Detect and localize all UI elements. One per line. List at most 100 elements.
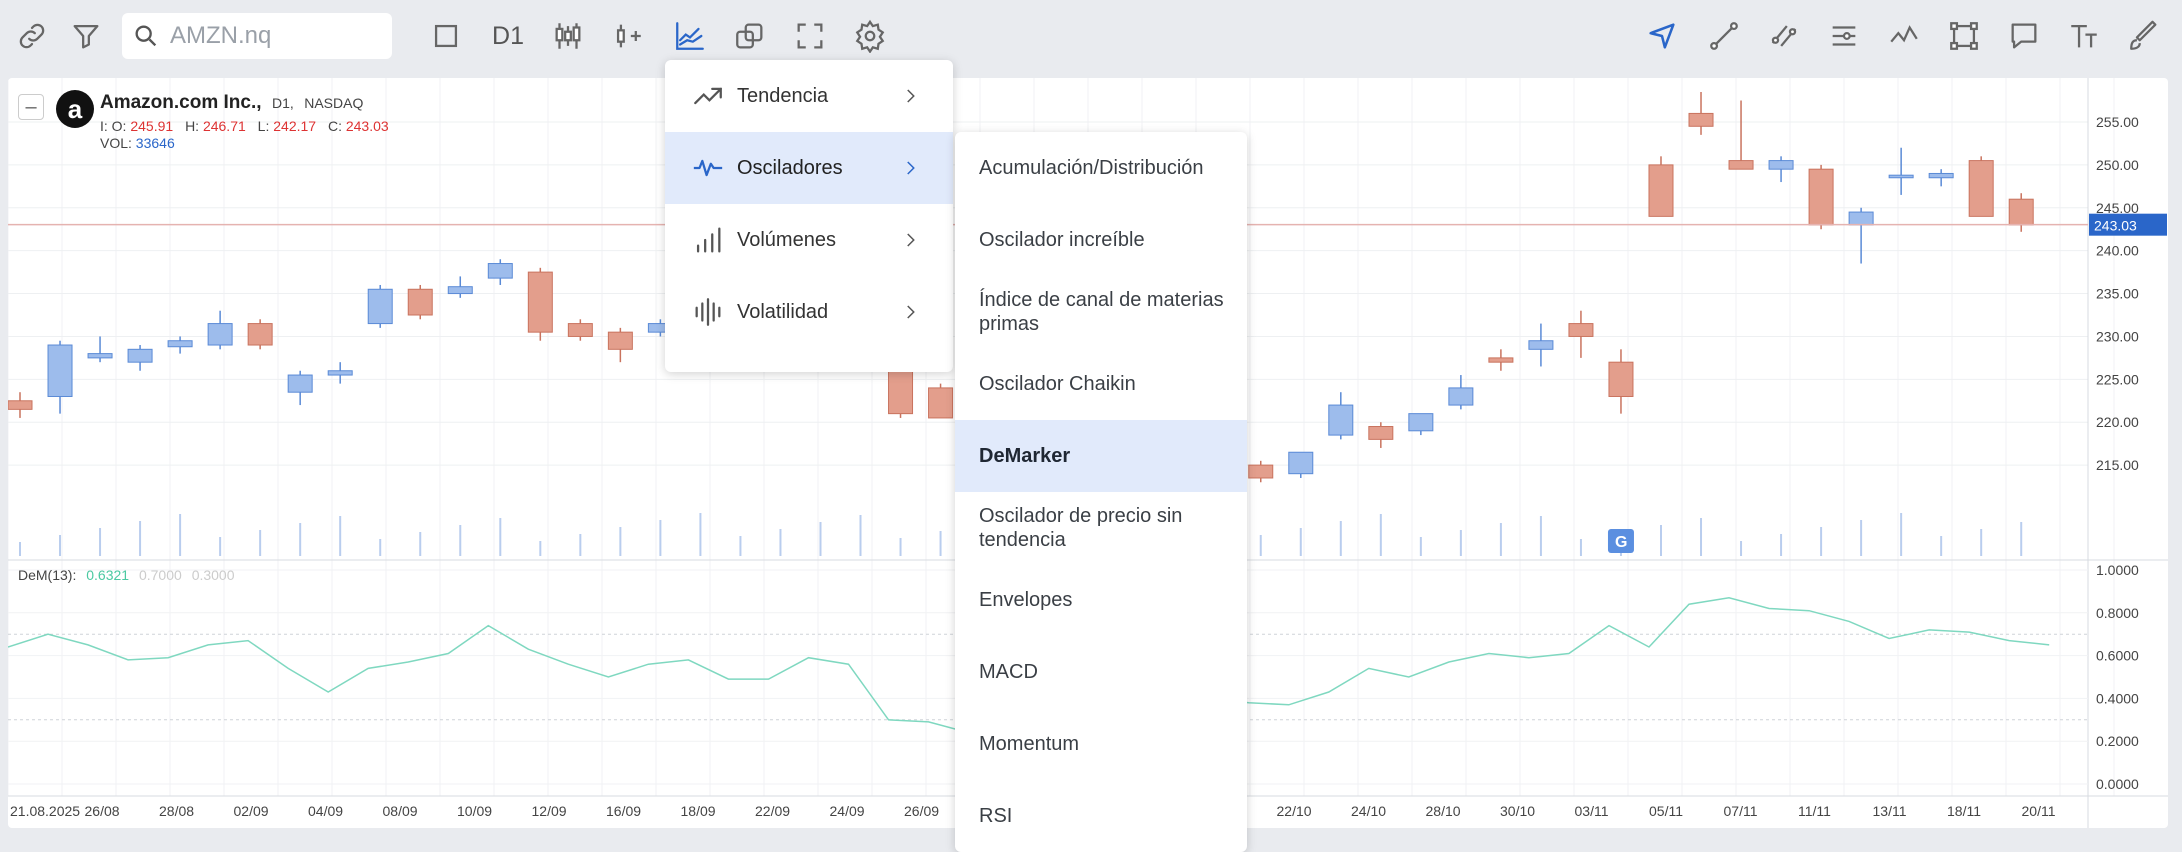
current-price-label: 243.03	[2094, 218, 2137, 234]
price-axis-label: 235.00	[2096, 286, 2139, 302]
candle-body	[1728, 160, 1754, 170]
menu-item-osciladores[interactable]: Osciladores	[665, 132, 953, 204]
date-axis-label: 03/11	[1575, 803, 1609, 819]
line-tool-icon[interactable]	[1702, 14, 1746, 58]
submenu-item-label: Acumulación/Distribución	[979, 157, 1204, 179]
submenu-item-label: Envelopes	[979, 589, 1073, 611]
candle-body	[1488, 357, 1514, 363]
candlestick-icon[interactable]	[546, 14, 590, 58]
indicator-axis-label: 0.8000	[2096, 605, 2139, 621]
date-axis-label: 08/09	[383, 803, 418, 819]
date-axis-label: 22/09	[755, 803, 790, 819]
trend-icon	[694, 87, 722, 105]
event-marker	[1607, 529, 1634, 553]
indicator-axis-label: 0.4000	[2096, 690, 2139, 706]
volume-icon	[696, 227, 721, 253]
price-axis-label: 230.00	[2096, 328, 2139, 344]
candle-body	[8, 400, 33, 410]
candle-body	[367, 288, 393, 325]
candle-body	[47, 344, 73, 397]
submenu-item-label: Oscilador increíble	[979, 229, 1145, 251]
price-axis-label: 255.00	[2096, 114, 2139, 130]
submenu-item-envelopes[interactable]: Envelopes	[955, 564, 1247, 636]
chevron-right-icon	[907, 89, 915, 103]
date-axis-label: 30/10	[1500, 803, 1535, 819]
compare-icon[interactable]	[728, 14, 772, 58]
fibonacci-icon[interactable]	[1822, 14, 1866, 58]
oscillator-icon	[693, 159, 723, 177]
square-icon[interactable]	[424, 14, 468, 58]
indicator-category-menu: Tendencia Osciladores Volúmenes Volatili…	[665, 60, 953, 372]
submenu-item-label: Momentum	[979, 733, 1080, 755]
candle-body	[1328, 404, 1354, 436]
candle-body	[407, 288, 433, 316]
date-axis-label: 11/11	[1798, 803, 1831, 819]
submenu-item-cci[interactable]: Índice de canal de materias primas	[955, 276, 1247, 348]
date-axis-label: 26/09	[904, 803, 939, 819]
submenu-item-momentum[interactable]: Momentum	[955, 708, 1247, 780]
collapse-legend-button[interactable]: –	[18, 94, 44, 120]
candle-body	[1848, 211, 1874, 226]
text-tool-icon[interactable]	[2062, 14, 2106, 58]
symbol-search[interactable]	[122, 13, 392, 59]
price-axis-label: 225.00	[2096, 371, 2139, 387]
link-icon[interactable]	[10, 14, 54, 58]
amazon-logo: a	[56, 90, 94, 128]
cursor-arrow-icon[interactable]	[1640, 14, 1684, 58]
price-axis-label: 215.00	[2096, 457, 2139, 473]
menu-item-volatilidad[interactable]: Volatilidad	[665, 276, 953, 348]
menu-item-volumenes[interactable]: Volúmenes	[665, 204, 953, 276]
callout-icon[interactable]	[2002, 14, 2046, 58]
submenu-item-chaikin[interactable]: Oscilador Chaikin	[955, 348, 1247, 420]
price-axis-label: 240.00	[2096, 243, 2139, 259]
demarker-lower-level: 0.3000	[191, 567, 235, 583]
candle-body	[1528, 340, 1554, 350]
demarker-value: 0.6321	[86, 567, 130, 583]
volume-readout: VOL: 33646	[100, 135, 175, 151]
pattern-icon[interactable]	[1882, 14, 1926, 58]
channel-tool-icon[interactable]	[1762, 14, 1806, 58]
low-label: L:	[257, 118, 270, 134]
settings-icon[interactable]	[848, 14, 892, 58]
candle-body	[1408, 413, 1434, 432]
rectangle-tool-icon[interactable]	[1942, 14, 1986, 58]
submenu-item-rsi[interactable]: RSI	[955, 780, 1247, 852]
candle-body	[207, 323, 233, 346]
submenu-item-demarker[interactable]: DeMarker	[955, 420, 1247, 492]
date-axis-label: 28/08	[159, 803, 194, 819]
close-value: 243.03	[345, 118, 389, 134]
submenu-item-dpo[interactable]: Oscilador de precio sin tendencia	[955, 492, 1247, 564]
search-input[interactable]	[168, 21, 382, 51]
top-toolbar: D1	[0, 0, 2182, 72]
timeframe-button[interactable]: D1	[486, 14, 530, 58]
date-axis-label: 12/09	[532, 803, 567, 819]
candle-body	[327, 370, 353, 376]
menu-item-label: Osciladores	[737, 156, 843, 179]
candle-body	[247, 323, 273, 346]
submenu-item-macd[interactable]: MACD	[955, 636, 1247, 708]
candle-body	[928, 387, 954, 419]
candle-body	[1288, 451, 1314, 475]
oscillator-submenu: Acumulación/Distribución Oscilador incre…	[955, 132, 1247, 852]
submenu-item-oscilador-increible[interactable]: Oscilador increíble	[955, 204, 1247, 276]
fullscreen-icon[interactable]	[788, 14, 832, 58]
date-axis-label: 10/09	[457, 803, 492, 819]
add-indicator-icon[interactable]	[606, 14, 650, 58]
high-value: 246.71	[202, 118, 246, 134]
filter-icon[interactable]	[64, 14, 108, 58]
candle-body	[607, 331, 633, 350]
demarker-name: DeM(13):	[18, 567, 77, 583]
submenu-item-acumulacion[interactable]: Acumulación/Distribución	[955, 132, 1247, 204]
menu-item-label: Volúmenes	[737, 228, 836, 251]
submenu-item-label: Oscilador Chaikin	[979, 373, 1136, 395]
volume-label: VOL:	[100, 135, 132, 151]
candle-body	[1928, 172, 1954, 179]
date-axis-label: 24/10	[1351, 803, 1386, 819]
brush-icon[interactable]	[2122, 14, 2166, 58]
menu-item-tendencia[interactable]: Tendencia	[665, 60, 953, 132]
date-axis-label: 22/10	[1277, 803, 1312, 819]
menu-item-label: Tendencia	[737, 84, 829, 107]
symbol-line: Amazon.com Inc., D1, NASDAQ	[100, 92, 363, 114]
indicators-icon[interactable]	[668, 14, 712, 58]
demarker-legend: DeM(13): 0.6321 0.7000 0.3000	[18, 567, 235, 583]
